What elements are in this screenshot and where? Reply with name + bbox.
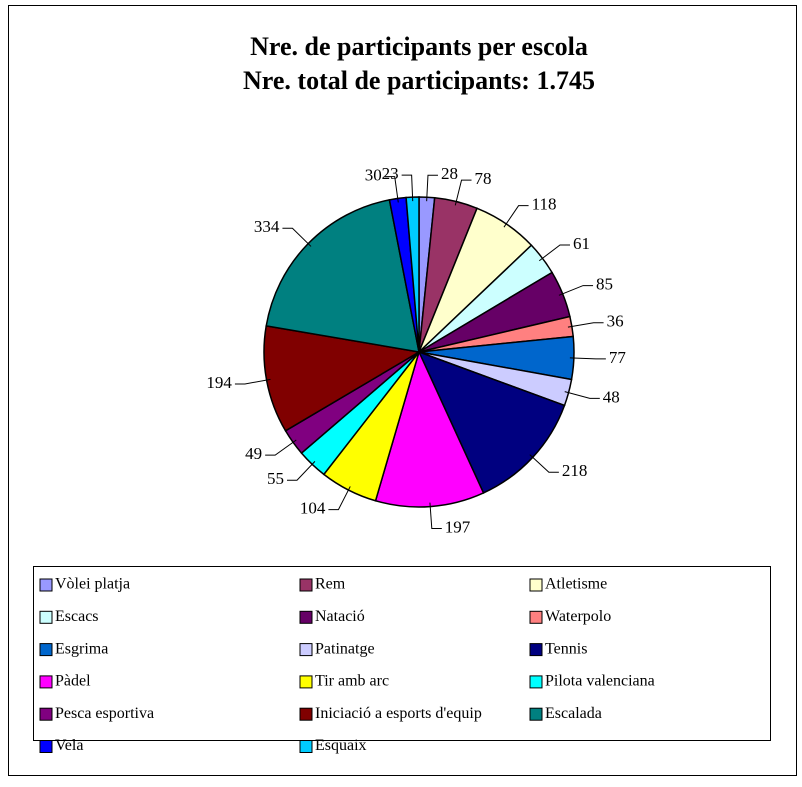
chart-subtitle: Nre. total de participants: 1.745: [243, 66, 595, 95]
chart-title: Nre. de participants per escola: [250, 32, 588, 61]
data-label: 334: [254, 217, 280, 236]
leader-line: [454, 179, 472, 206]
legend-label: Vela: [55, 737, 83, 754]
leader-line: [426, 174, 438, 202]
data-label: 36: [607, 312, 624, 331]
legend-label: Escacs: [55, 608, 99, 625]
legend-label: Patinatge: [315, 640, 375, 657]
legend-label: Esquaix: [315, 737, 367, 754]
data-label: 49: [245, 444, 262, 463]
leader-line: [328, 486, 351, 511]
leader-line: [282, 227, 312, 247]
legend-label: Tir amb arc: [315, 673, 389, 690]
legend-swatch: [299, 740, 313, 753]
legend-label: Pàdel: [55, 673, 91, 690]
legend-label: Atletisme: [545, 576, 607, 593]
data-label: 118: [532, 195, 557, 214]
legend-swatch: [39, 675, 53, 689]
data-label: 23: [382, 164, 399, 183]
leader-line: [564, 391, 600, 399]
legend-swatch: [39, 578, 53, 592]
leader-line: [529, 454, 559, 473]
data-label: 77: [609, 348, 627, 367]
legend-label: Vòlei platja: [55, 576, 130, 593]
leader-line: [538, 244, 570, 262]
leader-line: [558, 285, 594, 296]
legend-swatch: [299, 707, 313, 721]
data-label: 78: [475, 169, 492, 188]
data-label: 197: [445, 517, 471, 536]
legend-swatch: [529, 610, 543, 624]
legend-label: Iniciació a esports d'equip: [315, 705, 482, 722]
leader-line: [234, 378, 271, 385]
legend-label: Waterpolo: [545, 608, 611, 625]
legend-label: Rem: [315, 576, 346, 593]
data-label: 55: [267, 469, 284, 488]
legend-label: Natació: [315, 608, 365, 625]
leader-line: [503, 205, 529, 228]
legend-swatch: [299, 643, 313, 657]
legend-label: Escalada: [545, 705, 602, 722]
legend-label: Pilota valenciana: [545, 673, 655, 690]
data-label: 85: [596, 274, 613, 293]
legend-swatch: [299, 578, 313, 592]
data-label: 104: [300, 499, 326, 518]
data-label: 28: [441, 164, 458, 183]
data-label: 48: [603, 387, 620, 406]
legend-box: [33, 566, 771, 741]
legend-label: Esgrima: [55, 640, 108, 657]
leader-line: [265, 439, 297, 456]
legend-swatch: [299, 675, 313, 689]
legend-swatch: [39, 707, 53, 721]
legend-swatch: [299, 610, 313, 624]
data-label: 194: [206, 373, 232, 392]
legend-swatch: [39, 610, 53, 624]
leader-line: [384, 176, 399, 203]
legend-swatch: [529, 578, 543, 592]
data-label: 30: [365, 166, 382, 185]
data-label: 61: [573, 234, 590, 253]
legend-swatch: [529, 643, 543, 657]
data-label: 218: [562, 461, 588, 480]
legend-swatch: [529, 707, 543, 721]
legend-label: Tennis: [545, 640, 587, 657]
legend-label: Pesca esportiva: [55, 705, 154, 722]
leader-line: [567, 322, 604, 328]
legend-swatch: [39, 740, 53, 753]
leader-line: [286, 461, 316, 481]
leader-line: [429, 502, 442, 530]
leader-line: [401, 174, 414, 202]
leader-line: [569, 357, 606, 360]
legend-swatch: [529, 675, 543, 689]
legend-swatch: [39, 643, 53, 657]
